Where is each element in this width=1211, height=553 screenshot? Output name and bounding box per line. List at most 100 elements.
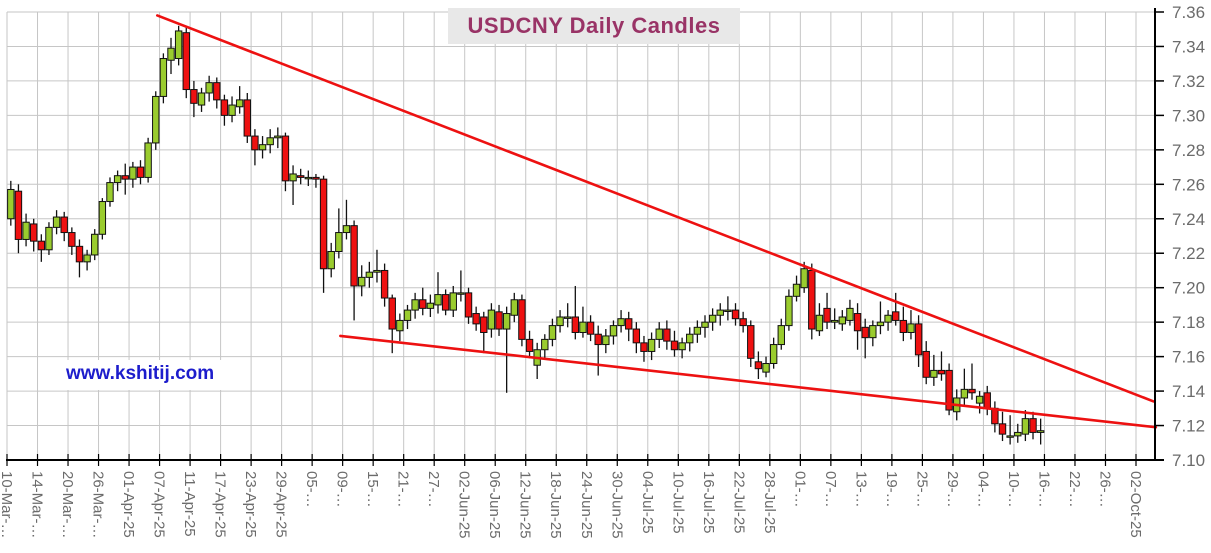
candle <box>190 80 198 118</box>
candle <box>60 211 68 242</box>
candle <box>724 296 732 321</box>
candle <box>716 303 724 326</box>
x-tick-label: 25-… <box>913 471 930 508</box>
x-tick-label: 30-Jun-25 <box>608 471 625 539</box>
candle <box>235 86 244 114</box>
candle <box>396 313 404 342</box>
candle <box>846 299 854 326</box>
candle <box>510 292 518 323</box>
y-tick-label: 7.16 <box>1172 348 1205 367</box>
x-tick-label: 12-Jun-25 <box>517 471 534 539</box>
x-tick-label: 05-… <box>303 471 320 508</box>
candle <box>37 234 46 262</box>
candle <box>602 329 610 354</box>
candle <box>52 210 61 235</box>
candle <box>335 208 343 259</box>
candle <box>83 249 91 271</box>
candle <box>75 239 84 278</box>
candle <box>274 127 282 149</box>
chart-title: USDCNY Daily Candles <box>448 8 740 44</box>
x-tick-label: 14-Mar-… <box>29 471 46 539</box>
candle <box>899 306 908 342</box>
x-tick-label: 11-Apr-25 <box>181 471 198 537</box>
y-tick-label: 7.30 <box>1172 106 1205 125</box>
candle <box>266 129 274 154</box>
y-tick-label: 7.28 <box>1172 141 1205 160</box>
candle <box>617 310 625 333</box>
y-tick-label: 7.14 <box>1172 382 1205 401</box>
x-tick-label: 01-Apr-25 <box>120 471 137 538</box>
candle <box>869 320 877 347</box>
x-tick-label: 02-Oct-25 <box>1127 471 1144 538</box>
x-tick-label: 01-… <box>791 471 808 508</box>
candle <box>228 96 236 123</box>
candle <box>586 315 595 342</box>
candle <box>762 356 770 378</box>
candle <box>1029 411 1037 440</box>
candle <box>358 265 366 297</box>
candle <box>205 75 213 102</box>
candle <box>518 294 526 347</box>
x-tick-label: 04-Jul-25 <box>639 471 656 534</box>
candle <box>632 322 641 354</box>
candle <box>243 92 251 143</box>
candle <box>144 137 152 183</box>
candle <box>853 303 862 350</box>
candle <box>884 310 892 331</box>
x-tick-label: 07-… <box>822 471 839 508</box>
candle <box>525 330 534 359</box>
candle <box>350 220 358 321</box>
candle <box>785 289 793 331</box>
candle <box>457 270 465 302</box>
candle <box>91 229 99 261</box>
candle <box>319 175 328 293</box>
candle <box>823 292 831 330</box>
candle <box>556 310 564 333</box>
x-tick-label: 10-Mar-… <box>0 471 15 539</box>
candle <box>815 303 824 336</box>
candle <box>342 199 351 240</box>
candle <box>655 322 663 348</box>
candle <box>129 161 137 188</box>
y-tick-label: 7.32 <box>1172 72 1205 91</box>
candle <box>449 285 457 317</box>
candle <box>388 294 396 354</box>
x-tick-label: 23-Apr-25 <box>242 471 259 538</box>
candle <box>296 168 305 185</box>
y-tick-label: 7.12 <box>1172 417 1205 436</box>
candle <box>106 177 114 207</box>
candle <box>968 363 976 400</box>
x-tick-label: 24-Jun-25 <box>578 471 595 539</box>
x-tick-label: 13-… <box>852 471 869 508</box>
y-tick-label: 7.18 <box>1172 313 1205 332</box>
candle <box>98 198 107 240</box>
x-tick-label: 29-… <box>944 471 961 508</box>
x-tick-label: 15-… <box>364 471 381 508</box>
candle <box>289 165 297 205</box>
candle <box>830 308 839 330</box>
candle <box>281 132 290 192</box>
upper-resistance-line <box>155 14 1155 403</box>
candle <box>487 303 496 338</box>
candle <box>792 275 801 302</box>
candle <box>678 337 686 359</box>
candle <box>502 306 511 393</box>
candle <box>975 391 984 414</box>
candle <box>876 301 885 335</box>
candle <box>640 335 648 362</box>
candle <box>747 320 755 367</box>
candle <box>403 304 412 330</box>
candle <box>182 27 190 99</box>
x-tick-label: 16-… <box>1035 471 1052 508</box>
candle <box>365 261 374 288</box>
candle <box>922 341 930 385</box>
candle <box>159 53 168 104</box>
x-tick-label: 22-… <box>1066 471 1083 508</box>
candle <box>739 311 747 333</box>
candle <box>937 351 946 381</box>
candle <box>1036 418 1045 445</box>
lower-support-line <box>339 334 1158 429</box>
candle <box>213 77 221 109</box>
candle <box>251 129 259 166</box>
candle <box>419 287 427 316</box>
